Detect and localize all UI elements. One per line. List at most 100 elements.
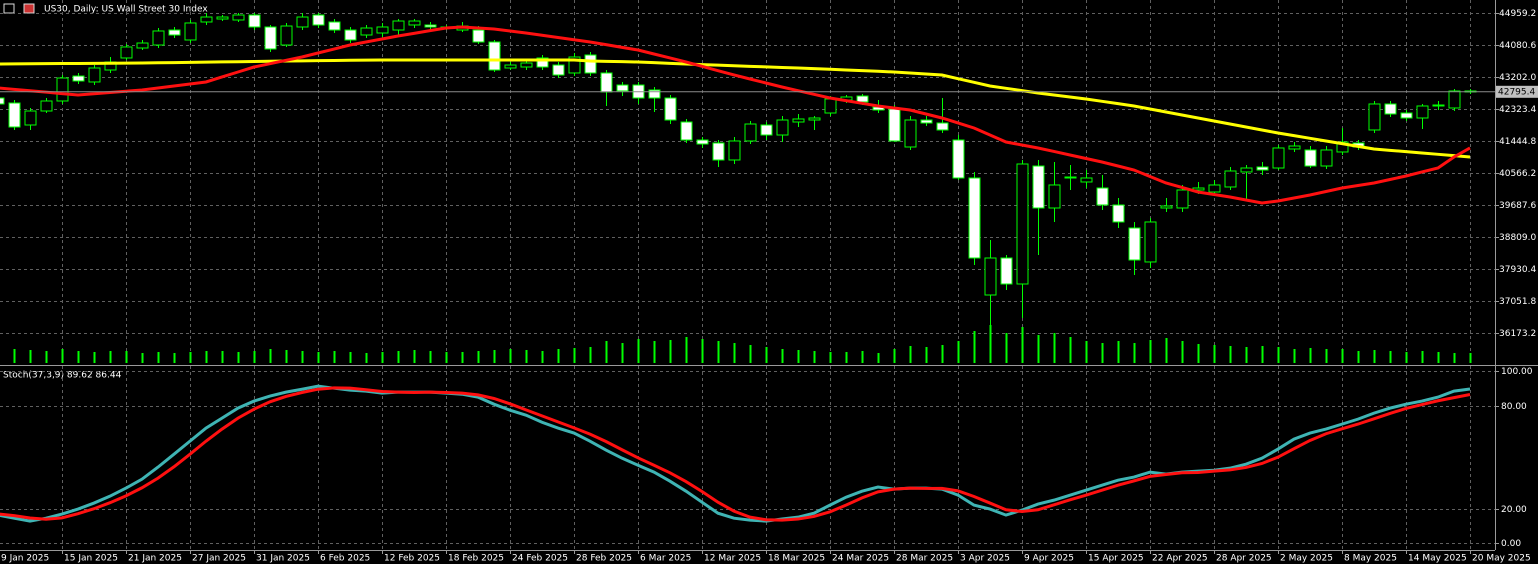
candle-body-bull (24, 110, 37, 126)
candle-body-bull (1272, 147, 1285, 169)
x-tick-label: 18 Feb 2025 (448, 554, 504, 564)
candle-body-bull (728, 140, 741, 161)
y-tick-label: 42323.4 (1499, 105, 1536, 115)
candle-body-bear (1112, 204, 1125, 223)
candle-body-bull (120, 46, 133, 59)
candle-body-bear (936, 122, 949, 131)
candle-body-bear (1128, 227, 1141, 261)
candle-body-bull (184, 22, 197, 41)
candle-body-bear (424, 24, 437, 28)
candle-body-bear (1400, 112, 1413, 119)
candle-body-bull (88, 67, 101, 83)
x-tick-label: 6 Feb 2025 (320, 554, 370, 564)
candle-body-bull (1160, 205, 1173, 209)
candle-body-bear (696, 139, 709, 145)
x-tick-label: 12 Feb 2025 (384, 554, 440, 564)
y-tick-label: 43202.0 (1499, 73, 1536, 83)
current-price-box (1496, 85, 1538, 98)
candle-body-bear (328, 21, 341, 31)
candle-body-bear (584, 54, 597, 74)
candle-body-bull (408, 20, 421, 26)
x-tick-label: 31 Jan 2025 (256, 554, 310, 564)
y-tick-label: 40566.2 (1499, 169, 1536, 179)
x-tick-label: 20 May 2025 (1472, 554, 1531, 564)
candle-body-bull (280, 25, 293, 46)
candle-body-bull (1016, 163, 1029, 285)
x-tick-label: 28 Mar 2025 (896, 554, 953, 564)
candle-body-bull (232, 14, 245, 21)
x-tick-label: 21 Jan 2025 (128, 554, 182, 564)
moving-average (0, 25, 1471, 205)
candle-body-bear (648, 89, 661, 99)
candle-body-bear (0, 97, 5, 105)
y-tick-label: 41444.8 (1499, 137, 1536, 147)
candle-body-bear (600, 72, 613, 93)
candle-body-bull (824, 98, 837, 114)
candle-body-bull (744, 123, 757, 142)
current-price-label: 42795.4 (1498, 87, 1535, 97)
candle-body-bear (344, 29, 357, 41)
candle-body-bear (168, 29, 181, 36)
candle-body-bear (312, 14, 325, 26)
y-tick-label: 36173.2 (1499, 329, 1536, 339)
indicator-line (0, 386, 1471, 522)
candle-body-bull (1192, 187, 1205, 191)
y-tick-label: 80.00 (1501, 402, 1527, 412)
y-tick-label: 37051.8 (1499, 297, 1536, 307)
candle-body-bull (1176, 189, 1189, 209)
candle-body-bull (776, 119, 789, 136)
x-tick-label: 12 Mar 2025 (704, 554, 761, 564)
y-tick-label: 37930.4 (1499, 265, 1536, 275)
candle-body-bull (1320, 149, 1333, 167)
x-tick-label: 14 May 2025 (1408, 554, 1467, 564)
candle-body-bull (40, 100, 53, 112)
x-tick-label: 24 Mar 2025 (832, 554, 889, 564)
candle-body-bear (680, 121, 693, 141)
moving-average (0, 58, 1471, 159)
candle-body-bull (1448, 90, 1461, 109)
candle-body-bull (392, 20, 405, 31)
icon (23, 3, 35, 14)
candle-body-bull (152, 30, 165, 46)
candle-body-bear (1304, 149, 1317, 167)
x-tick-label: 22 Apr 2025 (1152, 554, 1208, 564)
chart-title: US30, Daily: US Wall Street 30 Index (44, 5, 208, 15)
candle-body-bear (1000, 257, 1013, 285)
candle-body-bull (1048, 184, 1061, 209)
candle-body-bear (1064, 176, 1077, 179)
candle-body-bear (856, 95, 869, 103)
x-tick-label: 24 Feb 2025 (512, 554, 568, 564)
candle-body-bull (1080, 177, 1093, 183)
candle-body-bull (1208, 184, 1221, 193)
candle-body-bull (1288, 145, 1301, 150)
x-tick-label: 18 Mar 2025 (768, 554, 825, 564)
candle-body-bear (1096, 187, 1109, 206)
icon (3, 3, 15, 14)
candle-body-bear (760, 124, 773, 136)
x-tick-label: 9 Apr 2025 (1024, 554, 1074, 564)
candle-body-bull (504, 64, 517, 69)
y-tick-label: 20.00 (1501, 505, 1527, 515)
candle-body-bear (472, 29, 485, 43)
candle-body-bear (8, 102, 21, 128)
candle-body-bear (888, 108, 901, 142)
candle-body-bull (1368, 103, 1381, 131)
candle-body-bull (360, 27, 373, 36)
candle-body-bear (536, 57, 549, 68)
x-tick-label: 8 May 2025 (1344, 554, 1397, 564)
candle-body-bull (904, 119, 917, 148)
x-tick-label: 28 Feb 2025 (576, 554, 632, 564)
candle-body-bear (72, 75, 85, 82)
y-tick-label: 44080.6 (1499, 41, 1536, 51)
candle-body-bull (808, 117, 821, 121)
candle-body-bear (952, 139, 965, 179)
candle-body-bull (984, 257, 997, 296)
candle-body-bull (568, 56, 581, 74)
candle-body-bear (552, 64, 565, 76)
y-tick-label: 44959.2 (1499, 9, 1536, 19)
y-tick-label: 38809.0 (1499, 233, 1536, 243)
candle-body-bear (920, 119, 933, 124)
candle-body-bear (264, 26, 277, 50)
candle-body-bull (520, 62, 533, 68)
